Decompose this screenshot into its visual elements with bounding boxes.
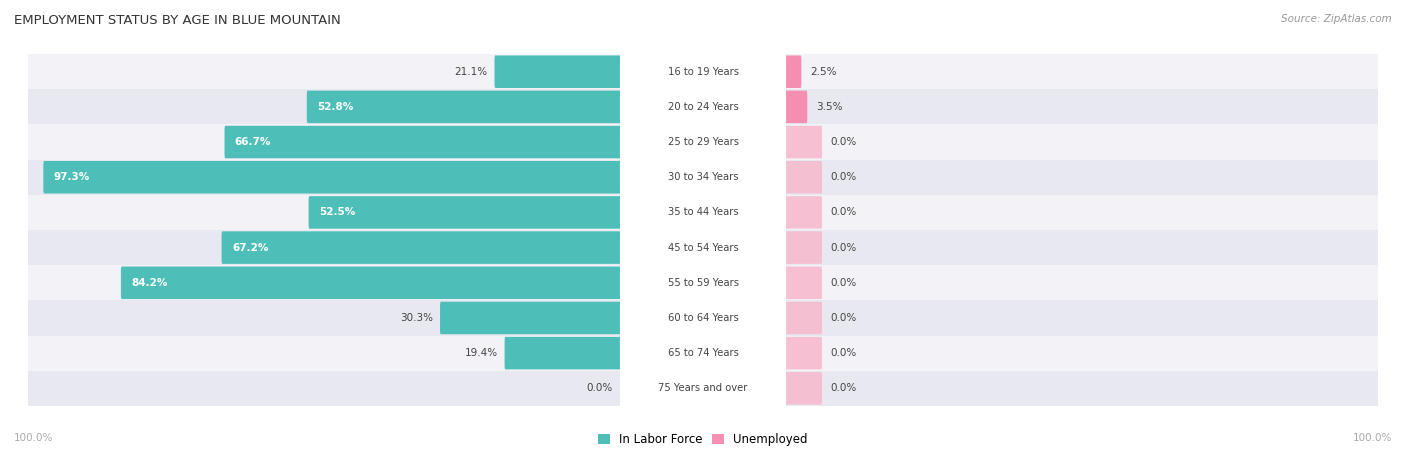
FancyBboxPatch shape	[495, 55, 621, 88]
Text: 19.4%: 19.4%	[464, 348, 498, 358]
Text: 20 to 24 Years: 20 to 24 Years	[668, 102, 738, 112]
Text: 45 to 54 Years: 45 to 54 Years	[668, 243, 738, 253]
FancyBboxPatch shape	[308, 196, 621, 229]
Text: 21.1%: 21.1%	[454, 67, 488, 77]
FancyBboxPatch shape	[620, 295, 786, 341]
Text: 75 Years and over: 75 Years and over	[658, 383, 748, 393]
Bar	[28, 160, 1378, 195]
Text: 0.0%: 0.0%	[831, 348, 858, 358]
Text: 52.8%: 52.8%	[318, 102, 353, 112]
Text: 3.5%: 3.5%	[815, 102, 842, 112]
Text: 100.0%: 100.0%	[1353, 433, 1392, 443]
FancyBboxPatch shape	[785, 267, 823, 299]
FancyBboxPatch shape	[620, 48, 786, 95]
FancyBboxPatch shape	[785, 372, 823, 405]
FancyBboxPatch shape	[222, 231, 621, 264]
Bar	[28, 230, 1378, 265]
Text: 0.0%: 0.0%	[831, 313, 858, 323]
Text: EMPLOYMENT STATUS BY AGE IN BLUE MOUNTAIN: EMPLOYMENT STATUS BY AGE IN BLUE MOUNTAI…	[14, 14, 340, 27]
Text: 60 to 64 Years: 60 to 64 Years	[668, 313, 738, 323]
FancyBboxPatch shape	[620, 224, 786, 271]
FancyBboxPatch shape	[620, 330, 786, 377]
Bar	[28, 124, 1378, 160]
Text: 16 to 19 Years: 16 to 19 Years	[668, 67, 738, 77]
FancyBboxPatch shape	[307, 91, 621, 123]
FancyBboxPatch shape	[225, 126, 621, 158]
Text: 0.0%: 0.0%	[831, 278, 858, 288]
Text: 0.0%: 0.0%	[831, 207, 858, 217]
FancyBboxPatch shape	[121, 267, 621, 299]
Bar	[28, 89, 1378, 124]
Text: 84.2%: 84.2%	[131, 278, 167, 288]
Text: 30 to 34 Years: 30 to 34 Years	[668, 172, 738, 182]
Text: 65 to 74 Years: 65 to 74 Years	[668, 348, 738, 358]
Text: 67.2%: 67.2%	[232, 243, 269, 253]
Text: 35 to 44 Years: 35 to 44 Years	[668, 207, 738, 217]
Text: 55 to 59 Years: 55 to 59 Years	[668, 278, 738, 288]
FancyBboxPatch shape	[785, 55, 801, 88]
Bar	[28, 54, 1378, 89]
FancyBboxPatch shape	[44, 161, 621, 193]
FancyBboxPatch shape	[440, 302, 621, 334]
Text: 0.0%: 0.0%	[831, 243, 858, 253]
Text: 0.0%: 0.0%	[831, 383, 858, 393]
Text: 25 to 29 Years: 25 to 29 Years	[668, 137, 738, 147]
Bar	[28, 336, 1378, 371]
Text: 2.5%: 2.5%	[810, 67, 837, 77]
FancyBboxPatch shape	[505, 337, 621, 369]
Bar	[28, 265, 1378, 300]
Bar	[28, 195, 1378, 230]
FancyBboxPatch shape	[785, 196, 823, 229]
FancyBboxPatch shape	[785, 161, 823, 193]
Text: 66.7%: 66.7%	[235, 137, 271, 147]
Text: Source: ZipAtlas.com: Source: ZipAtlas.com	[1281, 14, 1392, 23]
Text: 0.0%: 0.0%	[831, 172, 858, 182]
Bar	[28, 371, 1378, 406]
FancyBboxPatch shape	[620, 119, 786, 166]
FancyBboxPatch shape	[620, 154, 786, 201]
Text: 100.0%: 100.0%	[14, 433, 53, 443]
FancyBboxPatch shape	[785, 337, 823, 369]
Text: 0.0%: 0.0%	[831, 137, 858, 147]
FancyBboxPatch shape	[785, 231, 823, 264]
FancyBboxPatch shape	[620, 365, 786, 412]
Text: 0.0%: 0.0%	[586, 383, 613, 393]
Text: 30.3%: 30.3%	[401, 313, 433, 323]
FancyBboxPatch shape	[620, 83, 786, 130]
FancyBboxPatch shape	[785, 302, 823, 334]
Bar	[28, 300, 1378, 336]
Legend: In Labor Force, Unemployed: In Labor Force, Unemployed	[598, 433, 808, 446]
Text: 97.3%: 97.3%	[53, 172, 90, 182]
Text: 52.5%: 52.5%	[319, 207, 356, 217]
FancyBboxPatch shape	[785, 91, 807, 123]
FancyBboxPatch shape	[620, 189, 786, 236]
FancyBboxPatch shape	[785, 126, 823, 158]
FancyBboxPatch shape	[620, 259, 786, 306]
